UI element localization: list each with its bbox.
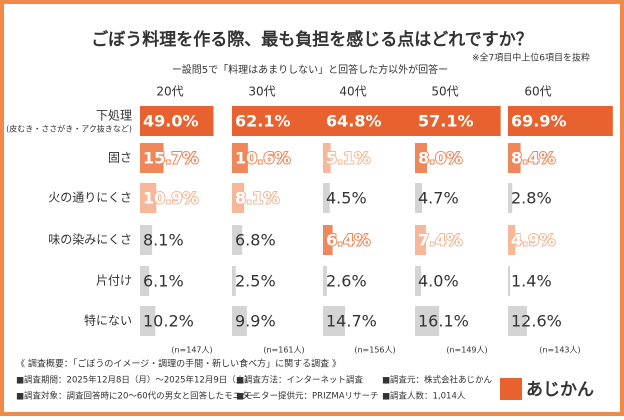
series-header: 60代 [524,85,551,99]
footer-item: ■調査人数：1,014人 [382,391,466,402]
value-label: 1.4% [511,272,552,291]
series-header: 30代 [248,85,275,99]
footer-item: ■調査元：株式会社あじかん [382,375,493,386]
value-label: 2.5% [235,272,276,291]
value-label: 6.8% [235,231,276,250]
category-label: 固さ [108,151,132,165]
bar [415,266,421,296]
value-label: 4.9% [511,231,555,250]
bar [508,106,613,136]
bar [323,266,327,296]
category-label: 特にない [84,313,132,328]
bar [415,106,501,136]
value-label: 5.1% [326,149,370,168]
footer-item: ■調査期間：2025年12月8日（月）～2025年12月9日（火） [16,375,253,386]
bar [508,306,527,336]
value-label: 2.8% [511,189,552,208]
bar [323,225,333,255]
bar [140,266,150,296]
value-label: 8.0% [418,149,462,168]
bar [140,306,156,336]
value-label: 69.9% [511,112,567,131]
value-label: 12.6% [511,312,562,331]
footer-heading: 《 調査概要：「ごぼうのイメージ・調理の手間・新しい食べ方」に関する調査 》 [16,358,341,370]
sample-size: (n=143人) [539,346,580,355]
value-label: 10.2% [143,312,194,331]
bar [415,225,427,255]
category-label: 火の通りにくさ [48,191,132,205]
value-label: 9.9% [235,312,276,331]
value-label: 57.1% [418,112,474,131]
bar [415,306,440,336]
value-label: 64.8% [326,112,382,131]
bar [232,143,248,173]
value-label: 16.1% [418,312,469,331]
series-header: 20代 [156,85,183,99]
value-label: 10.9% [143,189,199,208]
bar [232,306,247,336]
value-label: 4.5% [326,189,367,208]
value-label: 14.7% [326,312,377,331]
footer-item: ■調査対象：調査回答時に20～60代の男女と回答したモニター [16,391,258,402]
bar [323,306,346,336]
logo: あじかん [526,380,594,400]
bar [508,143,521,173]
value-label: 15.7% [143,149,199,168]
value-label: 2.6% [326,272,367,291]
chart-title: ごぼう料理を作る際、最も負担を感じる点はどれですか？ [91,29,533,50]
sample-size: (n=147人) [171,346,212,355]
footer-item: ■調査方法：インターネット調査 [236,375,364,386]
bar [140,183,157,213]
bar [232,106,326,136]
bar [140,106,214,136]
bar [140,143,164,173]
bar [415,183,423,213]
series-header: 40代 [339,85,366,99]
category-note: (皮むき・ささがき・アク抜きなど) [6,124,132,134]
category-label: 味の染みにくさ [48,232,132,247]
bar [323,106,421,136]
bar [323,183,330,213]
bar [508,266,511,296]
sample-size: (n=156人) [354,346,395,355]
value-label: 62.1% [235,112,291,131]
bar [323,143,331,173]
category-label: 片付け [96,274,132,288]
sample-size: (n=161人) [263,346,304,355]
bar [508,183,513,213]
series-header: 50代 [431,85,458,99]
value-label: 49.0% [143,112,199,131]
sample-size: (n=149人) [446,346,487,355]
value-label: 7.4% [418,231,462,250]
value-label: 10.6% [235,149,291,168]
value-label: 8.1% [143,231,184,250]
bar [508,225,516,255]
logo-mark [500,378,522,400]
note: ※全7項目中上位6項目を抜粋 [472,52,590,64]
value-label: 6.1% [143,272,184,291]
bar [232,266,236,296]
bar [415,143,427,173]
bar [140,225,153,255]
value-label: 4.7% [418,189,459,208]
value-label: 4.0% [418,272,459,291]
category-label: 下処理 [96,109,132,123]
subtitle: ー設問5で「料理はあまりしない」と回答した方以外が回答ー [172,63,448,76]
value-label: 8.4% [511,149,555,168]
bar [232,225,243,255]
bar [232,183,245,213]
value-label: 8.1% [235,189,279,208]
footer-item: ■モニター提供元：PRIZMAリサーチ [236,391,379,402]
value-label: 6.4% [326,231,370,250]
